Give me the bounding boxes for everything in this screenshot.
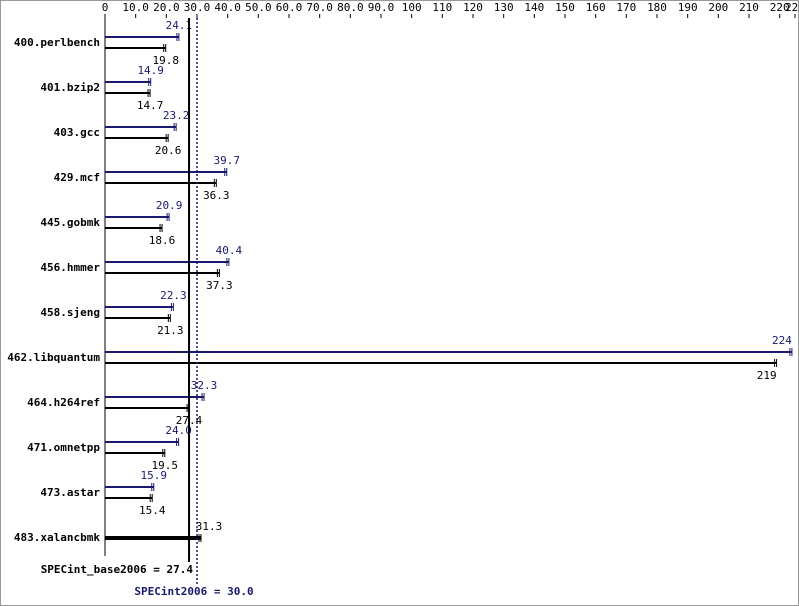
value-label: 20.9: [156, 199, 183, 212]
value-label: 24.1: [166, 19, 193, 32]
x-tick-label: 180: [647, 1, 667, 14]
value-label: 14.7: [137, 99, 164, 112]
value-label: 36.3: [203, 189, 230, 202]
category-label: 400.perlbench: [14, 36, 100, 49]
value-label: 23.2: [163, 109, 190, 122]
x-tick-label: 140: [524, 1, 544, 14]
summary-label: SPECint2006 = 30.0: [134, 585, 253, 598]
category-label: 458.sjeng: [40, 306, 100, 319]
x-tick-label: 20.0: [153, 1, 180, 14]
category-label: 445.gobmk: [40, 216, 100, 229]
category-label: 403.gcc: [54, 126, 100, 139]
x-tick-label: 210: [739, 1, 759, 14]
value-label: 40.4: [216, 244, 243, 257]
x-tick-label: 170: [616, 1, 636, 14]
summary-label: SPECint_base2006 = 27.4: [41, 563, 194, 576]
value-label: 15.4: [139, 504, 166, 517]
x-tick-label: 225: [785, 1, 799, 14]
value-label: 31.3: [196, 520, 223, 533]
category-label: 401.bzip2: [40, 81, 100, 94]
x-tick-label: 90.0: [368, 1, 395, 14]
x-tick-label: 60.0: [276, 1, 303, 14]
x-tick-label: 70.0: [306, 1, 333, 14]
value-label: 19.8: [152, 54, 179, 67]
value-label: 14.9: [137, 64, 164, 77]
category-label: 483.xalancbmk: [14, 531, 100, 544]
value-label: 219: [757, 369, 777, 382]
x-tick-label: 190: [678, 1, 698, 14]
value-label: 22.3: [160, 289, 187, 302]
x-tick-label: 220: [770, 1, 790, 14]
x-tick-label: 0: [102, 1, 109, 14]
x-tick-label: 200: [708, 1, 728, 14]
x-tick-label: 150: [555, 1, 575, 14]
x-tick-label: 10.0: [122, 1, 149, 14]
category-label: 471.omnetpp: [27, 441, 100, 454]
x-tick-label: 160: [586, 1, 606, 14]
x-tick-label: 110: [432, 1, 452, 14]
category-label: 464.h264ref: [27, 396, 100, 409]
category-label: 462.libquantum: [7, 351, 100, 364]
value-label: 20.6: [155, 144, 182, 157]
value-label: 15.9: [141, 469, 168, 482]
category-label: 429.mcf: [54, 171, 100, 184]
value-label: 32.3: [191, 379, 218, 392]
category-label: 473.astar: [40, 486, 100, 499]
value-label: 18.6: [149, 234, 176, 247]
x-tick-label: 130: [494, 1, 514, 14]
x-tick-label: 40.0: [214, 1, 241, 14]
x-tick-label: 100: [402, 1, 422, 14]
x-tick-label: 120: [463, 1, 483, 14]
value-label: 19.5: [152, 459, 179, 472]
x-tick-label: 80.0: [337, 1, 364, 14]
category-label: 456.hmmer: [40, 261, 100, 274]
value-label: 224: [772, 334, 792, 347]
x-tick-label: 50.0: [245, 1, 272, 14]
value-label: 24.0: [165, 424, 192, 437]
value-label: 37.3: [206, 279, 233, 292]
value-label: 39.7: [213, 154, 240, 167]
x-tick-label: 30.0: [184, 1, 211, 14]
value-label: 21.3: [157, 324, 184, 337]
